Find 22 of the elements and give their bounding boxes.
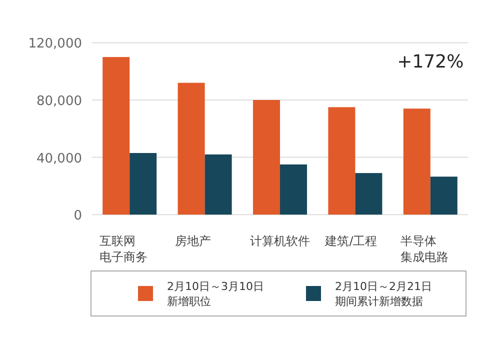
- y-tick-label: 40,000: [36, 151, 82, 166]
- bar: [328, 107, 356, 215]
- x-tick-label: 房地产: [174, 234, 211, 248]
- y-tick-label: 0: [74, 208, 82, 224]
- x-tick-label: 半导体集成电路: [400, 234, 448, 264]
- annotation: +172%: [397, 52, 464, 73]
- bar: [253, 100, 280, 215]
- bar: [178, 82, 205, 215]
- x-tick-label: 计算机软件: [250, 234, 310, 248]
- y-tick-label: 120,000: [28, 36, 82, 52]
- legend-label: 2月10日～3月10日新增职位: [167, 280, 264, 308]
- x-tick-label: 互联网电子商务: [100, 234, 148, 264]
- x-tick-label: 建筑/工程: [324, 234, 378, 248]
- bar: [130, 153, 157, 215]
- bar: [403, 108, 430, 215]
- bar: [280, 164, 307, 215]
- y-tick-label: 80,000: [36, 94, 82, 109]
- bar: [430, 176, 458, 215]
- legend-label: 2月10日～2月21日期间累计新增数据: [335, 280, 432, 308]
- bar: [204, 154, 232, 215]
- bar: [102, 57, 130, 215]
- bar: [355, 173, 382, 215]
